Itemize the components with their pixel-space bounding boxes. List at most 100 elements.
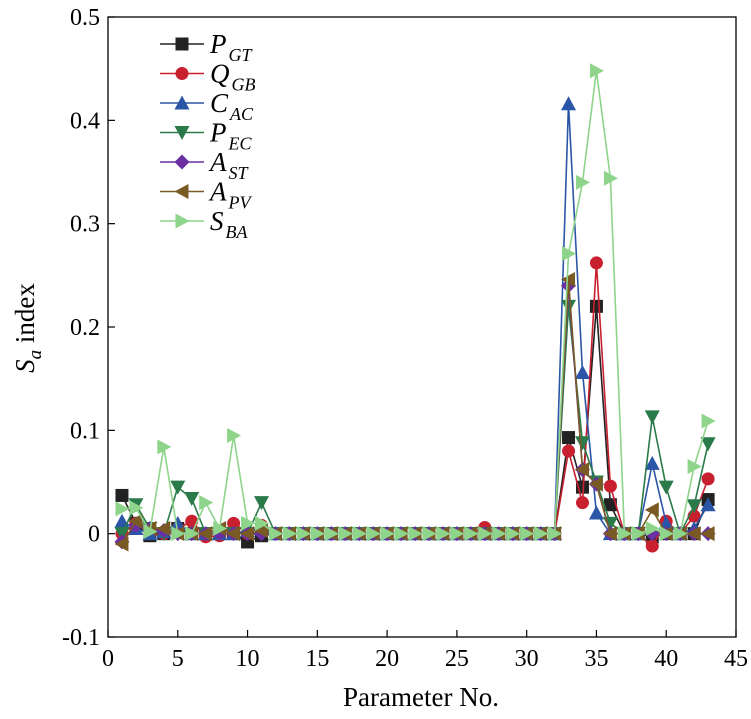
data-point xyxy=(408,526,423,542)
data-point xyxy=(129,500,144,516)
legend-label: C AC xyxy=(210,88,254,124)
data-point xyxy=(255,515,270,531)
legend-entry: Q GB xyxy=(160,59,256,95)
series-layer xyxy=(114,63,716,553)
data-point xyxy=(170,480,186,495)
data-point xyxy=(574,462,589,478)
legend-marker xyxy=(175,37,189,51)
data-point xyxy=(588,505,604,520)
data-point xyxy=(198,526,213,542)
data-point xyxy=(562,444,576,458)
legend-label-sub: GT xyxy=(229,45,254,65)
legend-label-sub: GB xyxy=(232,75,256,95)
y-axis-title: Sa index xyxy=(10,283,46,373)
data-point xyxy=(227,516,241,530)
data-point xyxy=(575,174,590,190)
legend-label-main: A xyxy=(208,147,227,177)
data-point xyxy=(240,526,255,542)
data-point xyxy=(338,526,353,542)
data-point xyxy=(645,539,659,553)
data-point xyxy=(156,521,171,536)
data-point xyxy=(506,526,521,542)
data-point xyxy=(603,479,617,493)
legend-marker xyxy=(174,95,190,110)
legend-label: A PV xyxy=(208,177,252,213)
series-a-pv xyxy=(114,271,715,552)
data-point xyxy=(701,472,715,486)
data-point xyxy=(282,526,297,542)
data-point xyxy=(645,521,660,536)
data-point xyxy=(686,526,701,542)
data-point xyxy=(589,63,604,79)
x-axis-title: Parameter No. xyxy=(343,682,499,712)
data-point xyxy=(422,526,437,542)
x-tick-label: 25 xyxy=(445,646,469,672)
series-c-ac xyxy=(114,96,716,541)
data-point xyxy=(602,526,617,542)
y-tick-label: -0.1 xyxy=(62,625,100,651)
legend-label: A ST xyxy=(208,147,250,183)
legend-marker xyxy=(174,184,189,199)
legend: P GTQ GBC ACP ECA STA PVS BA xyxy=(160,29,256,242)
legend-marker xyxy=(175,213,190,229)
legend-label-sub: EC xyxy=(228,134,253,154)
x-tick-label: 10 xyxy=(236,646,260,672)
data-point xyxy=(115,488,129,502)
data-point xyxy=(114,527,130,542)
data-point xyxy=(631,526,646,542)
x-tick-label: 45 xyxy=(724,646,748,672)
legend-entry: S BA xyxy=(160,206,248,242)
legend-label: Q GB xyxy=(210,59,256,95)
x-tick-label: 15 xyxy=(305,646,329,672)
data-point xyxy=(520,526,535,542)
legend-label-sub: BA xyxy=(226,222,249,242)
legend-label-main: P xyxy=(209,118,227,148)
data-point xyxy=(588,476,603,492)
series-q-gb xyxy=(115,256,715,553)
data-point xyxy=(589,256,603,270)
data-point xyxy=(310,526,325,542)
data-point xyxy=(673,526,688,542)
legend-entry: C AC xyxy=(160,88,254,124)
y-tick-label: 0.2 xyxy=(70,315,100,341)
data-point xyxy=(115,501,130,517)
legend-marker xyxy=(174,154,190,170)
legend-label: P EC xyxy=(209,118,252,154)
data-point xyxy=(574,436,590,451)
data-point xyxy=(562,246,577,262)
data-point xyxy=(199,495,214,511)
data-point xyxy=(603,498,617,512)
data-point xyxy=(157,439,172,455)
data-point xyxy=(617,526,632,542)
data-point xyxy=(492,526,507,542)
data-point xyxy=(478,526,493,542)
data-point xyxy=(644,410,660,425)
legend-label-main: A xyxy=(208,177,227,207)
data-point xyxy=(352,526,367,542)
data-point xyxy=(143,524,158,540)
legend-label-sub: AC xyxy=(229,104,254,124)
data-point xyxy=(296,526,311,542)
data-point xyxy=(254,496,270,511)
x-tick-label: 5 xyxy=(172,646,184,672)
x-tick-label: 0 xyxy=(102,646,114,672)
data-point xyxy=(128,513,143,529)
data-point xyxy=(171,526,186,542)
data-point xyxy=(366,526,381,542)
data-point xyxy=(241,515,256,531)
data-point xyxy=(324,526,339,542)
data-point xyxy=(700,497,716,512)
y-tick-label: 0.4 xyxy=(70,108,100,134)
y-tick-label: 0.1 xyxy=(70,418,100,444)
data-point xyxy=(394,526,409,542)
data-point xyxy=(687,459,702,474)
data-point xyxy=(562,431,576,445)
legend-label: S BA xyxy=(210,206,248,242)
data-point xyxy=(561,96,577,111)
data-point xyxy=(574,364,590,379)
series-a-st xyxy=(114,278,716,550)
plot-frame xyxy=(107,16,737,638)
data-point xyxy=(534,526,549,542)
series-s-ba xyxy=(115,63,716,542)
